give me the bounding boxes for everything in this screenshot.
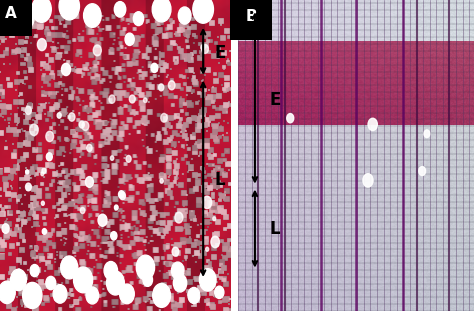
Circle shape [178, 7, 191, 24]
Circle shape [30, 264, 39, 277]
Circle shape [104, 262, 118, 280]
Circle shape [26, 170, 29, 174]
Circle shape [46, 153, 52, 161]
Circle shape [41, 172, 44, 176]
Circle shape [26, 183, 31, 191]
Circle shape [0, 281, 15, 304]
Circle shape [61, 256, 78, 279]
Text: E: E [215, 44, 226, 62]
Circle shape [86, 287, 99, 304]
Circle shape [62, 63, 71, 76]
Circle shape [125, 33, 134, 45]
Circle shape [368, 118, 377, 131]
Circle shape [133, 12, 144, 26]
Circle shape [32, 0, 51, 22]
Circle shape [30, 124, 38, 136]
Circle shape [87, 144, 92, 151]
Circle shape [10, 269, 27, 290]
Circle shape [202, 196, 212, 209]
Circle shape [57, 113, 61, 118]
Circle shape [215, 286, 224, 299]
Circle shape [175, 212, 183, 223]
Circle shape [424, 130, 430, 137]
Text: L: L [269, 220, 280, 238]
Circle shape [153, 284, 171, 307]
Circle shape [161, 114, 167, 122]
Circle shape [129, 95, 135, 103]
Circle shape [144, 98, 147, 103]
Circle shape [193, 0, 213, 23]
Circle shape [188, 287, 200, 304]
Circle shape [111, 232, 117, 240]
Circle shape [46, 276, 56, 290]
Circle shape [53, 285, 67, 303]
Circle shape [83, 4, 101, 27]
Circle shape [41, 201, 45, 205]
Circle shape [119, 192, 126, 200]
Circle shape [151, 63, 158, 72]
Circle shape [287, 114, 294, 123]
Circle shape [46, 131, 54, 142]
Circle shape [419, 166, 426, 176]
Circle shape [37, 39, 46, 51]
Circle shape [85, 177, 93, 187]
Circle shape [25, 106, 31, 114]
Circle shape [4, 0, 19, 20]
Text: B: B [246, 9, 257, 24]
Text: E: E [269, 91, 281, 109]
Circle shape [211, 236, 219, 248]
Circle shape [42, 168, 46, 174]
Circle shape [59, 0, 80, 20]
Circle shape [98, 214, 107, 226]
Circle shape [23, 282, 42, 309]
Text: A: A [5, 6, 17, 21]
Circle shape [363, 174, 373, 187]
Circle shape [21, 10, 34, 27]
Circle shape [42, 229, 46, 234]
Circle shape [82, 121, 89, 131]
Circle shape [143, 273, 153, 286]
Circle shape [114, 2, 126, 17]
Circle shape [79, 121, 84, 128]
Circle shape [160, 179, 164, 183]
Circle shape [119, 284, 134, 304]
Text: L: L [215, 171, 225, 189]
Circle shape [152, 0, 171, 22]
Circle shape [126, 156, 131, 162]
Circle shape [137, 255, 155, 280]
Circle shape [206, 247, 209, 251]
Circle shape [213, 217, 216, 221]
Circle shape [200, 269, 216, 291]
Circle shape [109, 95, 115, 103]
Circle shape [2, 224, 9, 233]
Circle shape [159, 84, 164, 91]
Circle shape [93, 45, 101, 56]
Circle shape [69, 113, 75, 121]
Circle shape [201, 45, 205, 50]
Circle shape [110, 156, 114, 160]
Circle shape [118, 191, 124, 198]
Circle shape [172, 247, 179, 256]
Circle shape [202, 44, 209, 53]
Circle shape [114, 205, 118, 210]
Circle shape [80, 207, 85, 214]
Circle shape [107, 271, 124, 295]
Circle shape [173, 274, 187, 292]
Circle shape [172, 262, 184, 279]
Circle shape [73, 267, 92, 293]
Circle shape [168, 81, 175, 90]
